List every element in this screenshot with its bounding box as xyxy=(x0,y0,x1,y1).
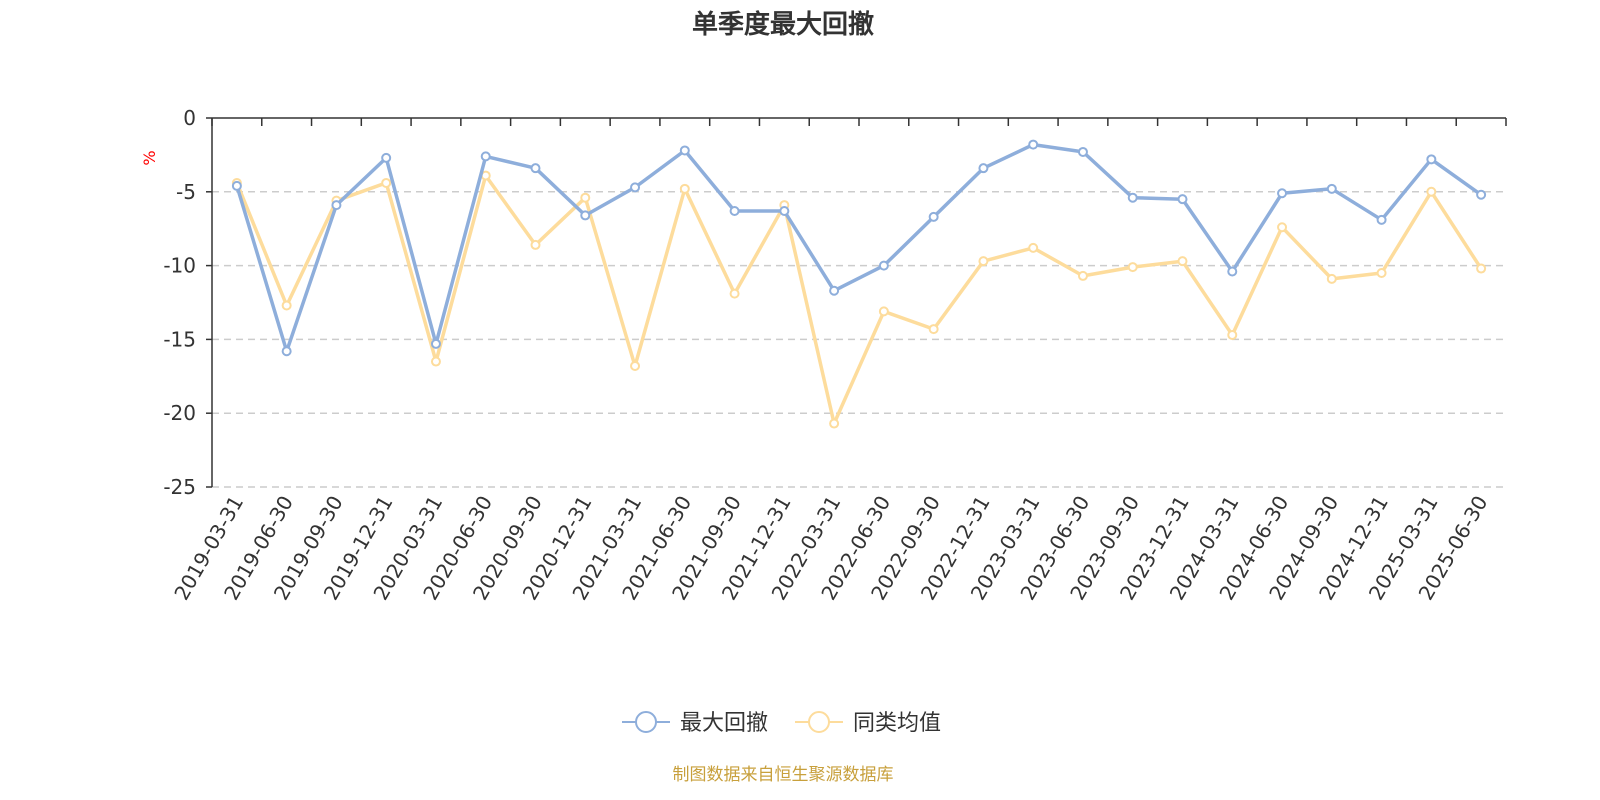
data-point xyxy=(1127,262,1138,273)
y-axis-ticks: 0 -5 -10 -15 -20 -25 xyxy=(163,106,212,499)
data-point xyxy=(1326,183,1337,194)
data-point xyxy=(480,151,491,162)
chart-title: 单季度最大回撤 xyxy=(692,9,874,40)
data-point xyxy=(1227,329,1238,340)
y-tick-label: 0 xyxy=(183,106,196,130)
data-point xyxy=(1028,139,1039,150)
series-line xyxy=(235,173,1483,426)
data-point xyxy=(729,288,740,299)
data-point xyxy=(1426,186,1437,197)
axes xyxy=(211,117,1506,487)
data-point xyxy=(1077,146,1088,157)
data-point xyxy=(630,182,641,193)
legend-item-1: 最大回撤 xyxy=(622,711,768,736)
data-point xyxy=(978,163,989,174)
legend-marker xyxy=(808,711,830,733)
y-tick-label: -15 xyxy=(163,327,196,351)
data-point xyxy=(530,163,541,174)
data-point xyxy=(829,285,840,296)
data-point xyxy=(679,183,690,194)
data-point xyxy=(1227,266,1238,277)
data-point xyxy=(779,205,790,216)
data-point xyxy=(331,200,342,211)
data-source: 制图数据来自恒生聚源数据库 xyxy=(673,765,894,785)
data-point xyxy=(878,306,889,317)
data-point xyxy=(630,360,641,371)
data-point xyxy=(878,260,889,271)
data-point xyxy=(1077,270,1088,281)
data-point xyxy=(928,324,939,335)
data-point xyxy=(1277,188,1288,199)
data-point xyxy=(381,152,392,163)
y-tick-label: -25 xyxy=(163,475,196,499)
data-point xyxy=(1127,192,1138,203)
y-tick-label: -10 xyxy=(163,254,196,278)
data-point xyxy=(1326,273,1337,284)
data-point xyxy=(1177,256,1188,267)
data-point xyxy=(679,145,690,156)
data-point xyxy=(231,180,242,191)
series-2 xyxy=(231,170,1487,429)
data-point xyxy=(1177,194,1188,205)
data-point xyxy=(1376,267,1387,278)
data-point xyxy=(530,239,541,250)
data-point xyxy=(580,192,591,203)
data-point xyxy=(281,300,292,311)
legend-marker xyxy=(635,711,657,733)
data-point xyxy=(281,346,292,357)
data-point xyxy=(381,177,392,188)
data-point xyxy=(430,356,441,367)
legend-label: 最大回撤 xyxy=(680,711,768,736)
data-point xyxy=(430,338,441,349)
data-point xyxy=(729,205,740,216)
data-point xyxy=(928,211,939,222)
legend-label: 同类均值 xyxy=(853,711,941,736)
data-point xyxy=(1476,189,1487,200)
series-1 xyxy=(231,139,1487,357)
data-point xyxy=(829,418,840,429)
data-point xyxy=(580,210,591,221)
data-point xyxy=(1376,214,1387,225)
data-point xyxy=(1028,242,1039,253)
data-point xyxy=(1476,263,1487,274)
data-point xyxy=(1426,154,1437,165)
series-line xyxy=(235,142,1483,353)
data-point xyxy=(978,256,989,267)
legend-item-2: 同类均值 xyxy=(795,711,941,736)
legend: 最大回撤 同类均值 xyxy=(622,711,941,736)
y-axis-unit: % xyxy=(140,150,159,165)
series-group xyxy=(231,139,1487,429)
y-tick-label: -20 xyxy=(163,401,196,425)
data-point xyxy=(1277,222,1288,233)
y-tick-label: -5 xyxy=(176,180,196,204)
